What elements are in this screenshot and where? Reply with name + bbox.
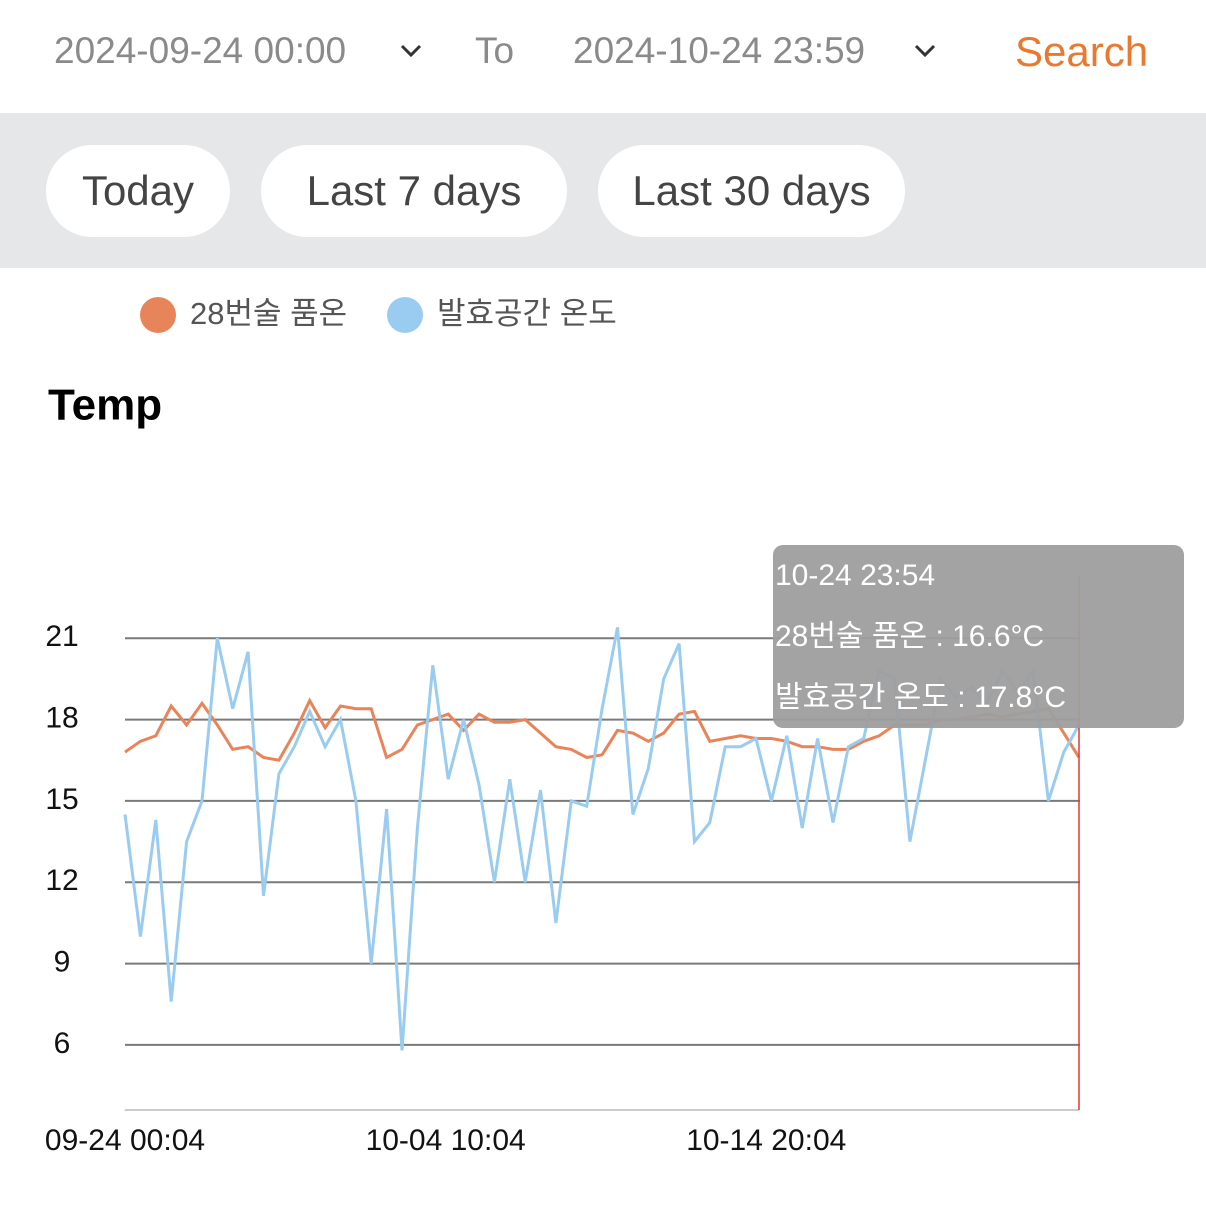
range-button[interactable]: Last 7 days: [261, 145, 567, 237]
chevron[interactable]: [400, 44, 422, 58]
x-tick-label: 10-04 10:04: [366, 1124, 526, 1157]
to-label: To: [475, 30, 515, 71]
series-line: [123, 627, 1081, 1051]
x-tick-label: 10-14 20:04: [686, 1124, 846, 1157]
tooltip-time: 10-24 23:54: [775, 559, 935, 592]
chevron[interactable]: [914, 44, 936, 58]
tooltip-line: 28번술 품온 : 16.6°C: [775, 620, 1044, 653]
search-button[interactable]: Search: [1015, 28, 1149, 75]
y-tick-label: 15: [45, 783, 78, 816]
tooltip-line: 발효공간 온도 : 17.8°C: [775, 681, 1066, 714]
x-tick-label: 09-24 00:04: [45, 1124, 205, 1157]
start-date[interactable]: 2024-09-24 00:00: [54, 30, 347, 71]
y-tick-label: 6: [54, 1027, 71, 1060]
legend-swatch: [387, 297, 423, 333]
y-tick-label: 9: [54, 946, 71, 979]
chart-title: Temp: [48, 381, 162, 430]
legend-swatch: [140, 297, 176, 333]
range-button[interactable]: Today: [46, 145, 230, 237]
tooltip-box: [773, 545, 1184, 728]
y-tick-label: 21: [45, 620, 78, 653]
legend-label: 발효공간 온도: [437, 296, 617, 331]
y-tick-label: 18: [45, 701, 78, 734]
end-date[interactable]: 2024-10-24 23:59: [573, 30, 866, 71]
y-tick-label: 12: [45, 864, 78, 897]
range-button[interactable]: Last 30 days: [598, 145, 905, 237]
legend-label: 28번술 품온: [190, 296, 347, 331]
